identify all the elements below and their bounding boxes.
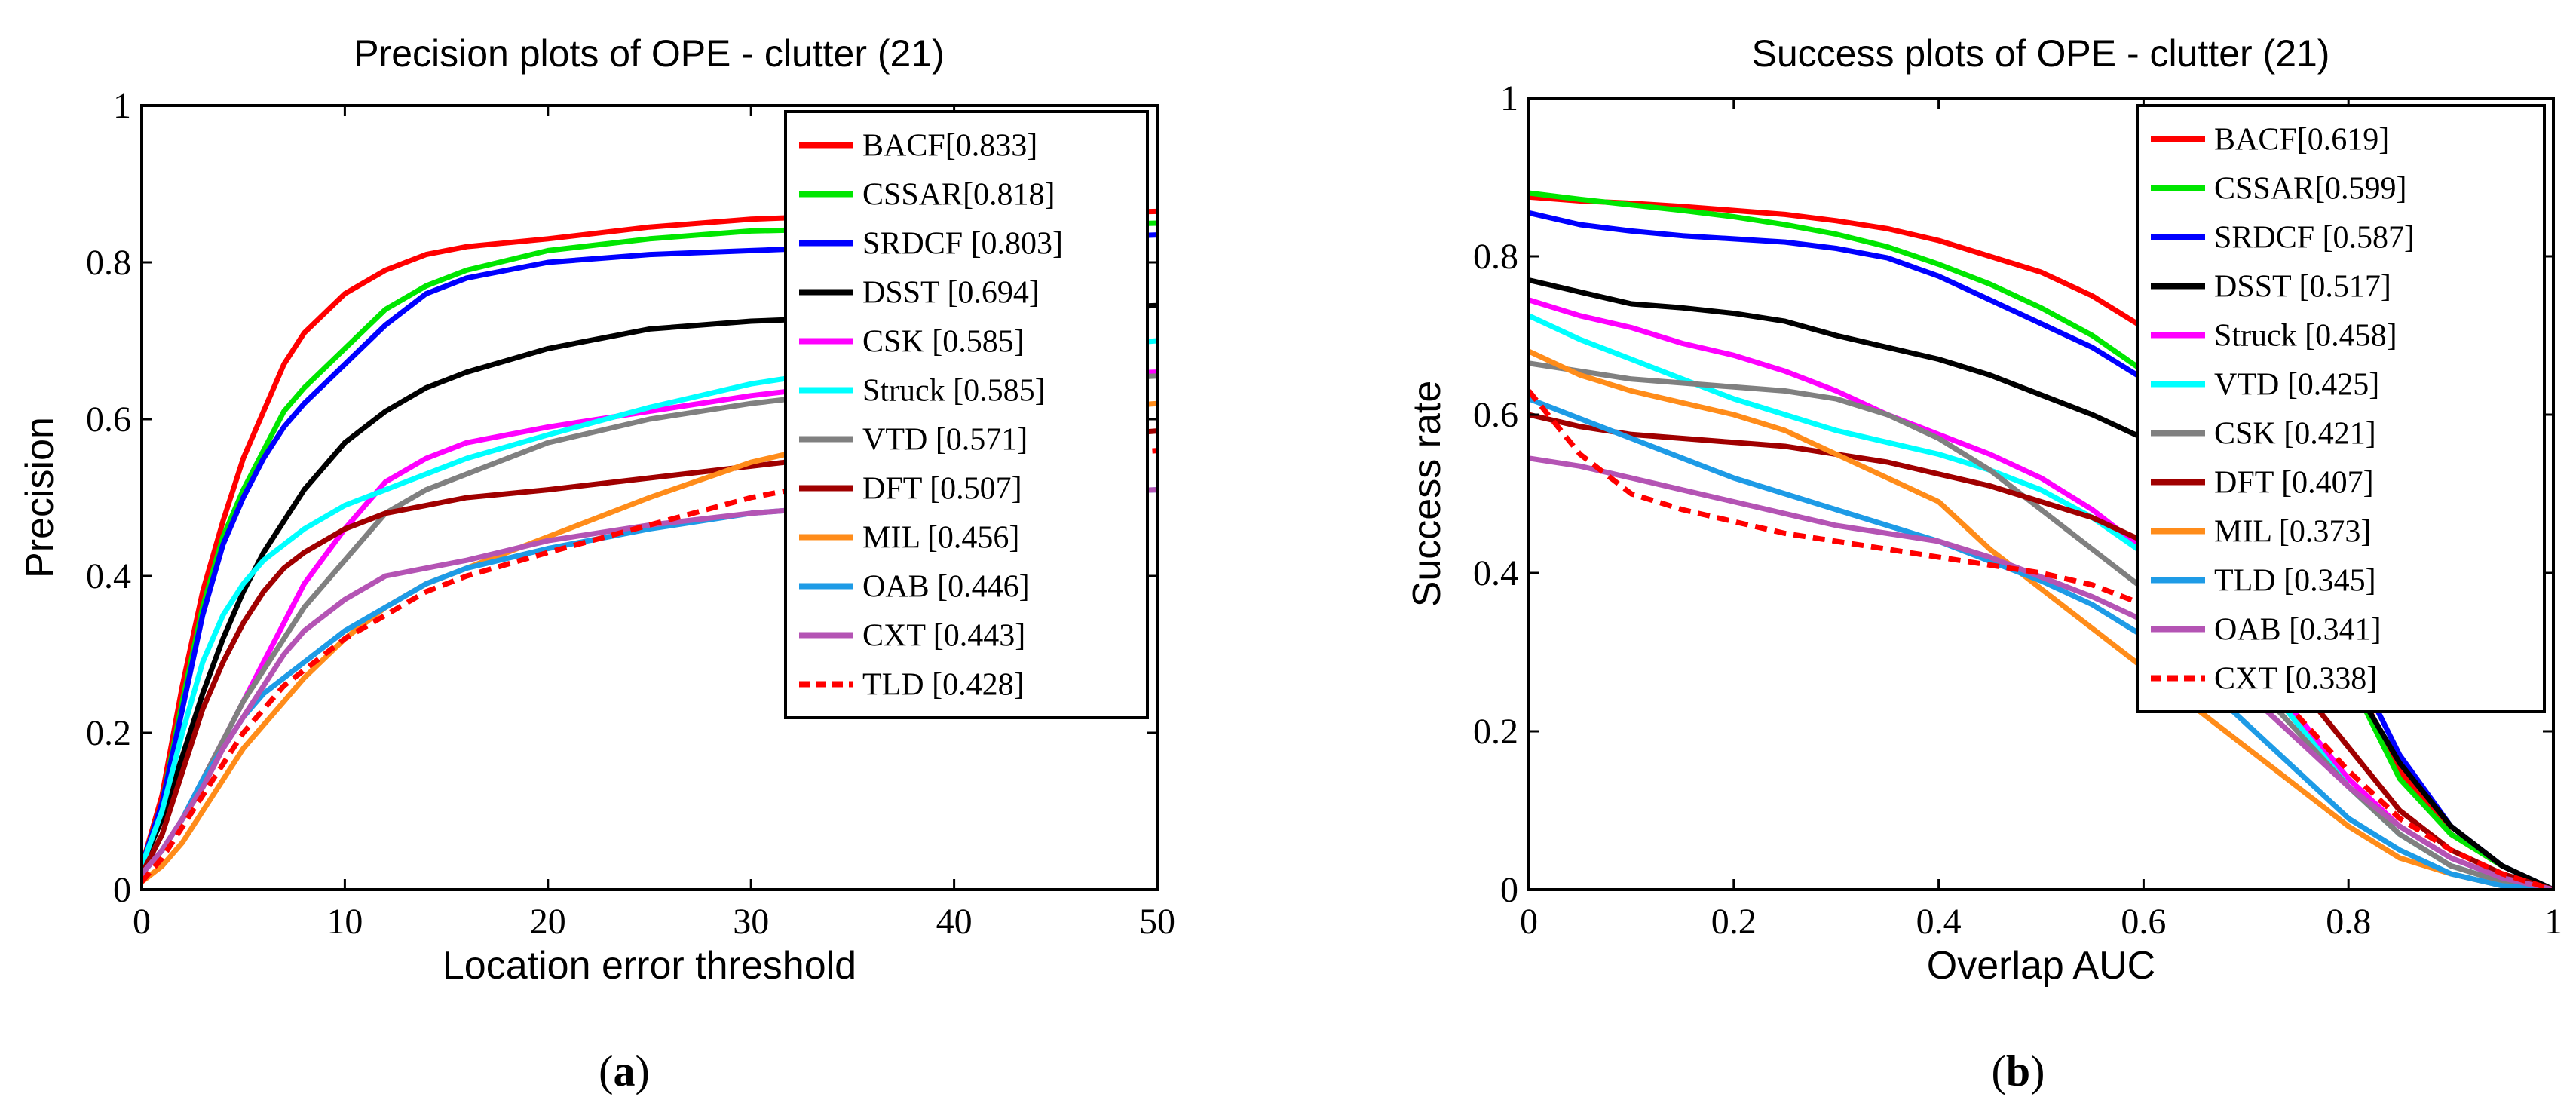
series-line-mil: [1529, 348, 2553, 890]
legend: BACF[0.833] CSSAR[0.818] SRDCF [0.803] DSST…: [784, 110, 1149, 719]
legend-label-vtd: VTD [0.425]: [2214, 368, 2379, 403]
x-axis-label: Location error threshold: [443, 944, 856, 988]
x-tick-label: 20: [530, 902, 566, 942]
chart-title: Success plots of OPE - clutter (21): [1752, 32, 2330, 75]
legend-label-csk: CSK [0.585]: [862, 325, 1025, 360]
legend-label-dsst: DSST [0.694]: [862, 276, 1040, 311]
legend: BACF[0.619] CSSAR[0.599] SRDCF [0.587] DSST…: [2136, 104, 2546, 713]
y-tick-label: 0: [1500, 870, 1518, 910]
series-line-tld: [142, 448, 1157, 884]
legend-label-bacf: BACF[0.833]: [862, 129, 1037, 164]
y-tick-label: 0.2: [86, 713, 131, 753]
y-axis-label: Success rate: [1405, 381, 1449, 608]
panel-caption: (a): [599, 1046, 650, 1095]
y-tick-label: 0.4: [86, 556, 131, 596]
legend-label-dft: DFT [0.507]: [862, 472, 1022, 507]
y-tick-label: 0.6: [86, 400, 131, 440]
x-tick-label: 0.8: [2326, 902, 2371, 942]
x-axis-label: Overlap AUC: [1927, 944, 2155, 988]
x-tick-label: 0: [133, 902, 151, 942]
chart-title: Precision plots of OPE - clutter (21): [354, 32, 945, 75]
legend-label-oab: OAB [0.341]: [2214, 613, 2381, 648]
x-tick-label: 0.6: [2121, 902, 2166, 942]
x-tick-label: 0: [1520, 902, 1538, 942]
series-line-srdcf: [1529, 210, 2553, 890]
y-axis-label: Precision: [18, 417, 62, 578]
plot-frame: [140, 104, 1159, 891]
series-line-tld: [1529, 396, 2553, 890]
y-tick-label: 0.2: [1473, 712, 1518, 752]
series-line-cxt: [1529, 389, 2553, 890]
y-tick-label: 0.6: [1473, 395, 1518, 435]
legend-box: [2136, 104, 2546, 713]
legend-label-bacf: BACF[0.619]: [2214, 123, 2389, 158]
legend-label-mil: MIL [0.373]: [2214, 515, 2371, 550]
success-plot-panel: Success plots of OPE - clutter (21) 0 0.2 0…: [1405, 32, 2562, 1095]
panel-caption: (b): [1992, 1046, 2045, 1095]
legend-label-struck: Struck [0.458]: [2214, 319, 2397, 354]
legend-label-tld: TLD [0.428]: [862, 668, 1025, 703]
legend-label-struck: Struck [0.585]: [862, 374, 1046, 409]
y-tick-label: 0.4: [1473, 553, 1518, 593]
legend-label-csk: CSK [0.421]: [2214, 417, 2376, 452]
y-tick-label: 0.8: [1473, 237, 1518, 277]
series-line-csk: [1529, 360, 2553, 890]
legend-label-srdcf: SRDCF [0.803]: [862, 227, 1063, 262]
legend-box: [784, 110, 1149, 719]
x-tick-label: 50: [1139, 902, 1175, 942]
y-tick-label: 0.8: [86, 243, 131, 283]
legend-label-mil: MIL [0.456]: [862, 521, 1019, 556]
legend-label-cxt: CXT [0.443]: [862, 619, 1025, 654]
x-tick-label: 40: [936, 902, 973, 942]
legend-label-cxt: CXT [0.338]: [2214, 662, 2377, 697]
legend-label-vtd: VTD [0.571]: [862, 423, 1028, 458]
precision-plot-panel: Precision plots of OPE - clutter (21)0 10…: [18, 32, 1175, 1095]
plot-frame: [1527, 97, 2555, 891]
x-tick-label: 10: [326, 902, 363, 942]
x-tick-label: 30: [733, 902, 769, 942]
x-tick-label: 0.2: [1711, 902, 1757, 942]
series-line-dft: [1529, 412, 2553, 890]
series-line-cssar: [1529, 190, 2553, 890]
x-tick-label: 1: [2544, 902, 2562, 942]
x-tick-label: 0.4: [1916, 902, 1962, 942]
legend-label-dft: DFT [0.407]: [2214, 466, 2374, 501]
series-line-dsst: [1529, 277, 2553, 890]
series-line-oab: [1529, 455, 2553, 890]
legend-label-tld: TLD [0.345]: [2214, 564, 2376, 599]
y-tick-label: 1: [113, 86, 131, 126]
y-tick-label: 1: [1500, 78, 1518, 118]
legend-label-oab: OAB [0.446]: [862, 570, 1030, 605]
legend-label-cssar: CSSAR[0.818]: [862, 178, 1055, 213]
y-tick-label: 0: [113, 870, 131, 910]
legend-label-srdcf: SRDCF [0.587]: [2214, 221, 2415, 256]
legend-label-dsst: DSST [0.517]: [2214, 270, 2391, 305]
legend-label-cssar: CSSAR[0.599]: [2214, 172, 2407, 207]
